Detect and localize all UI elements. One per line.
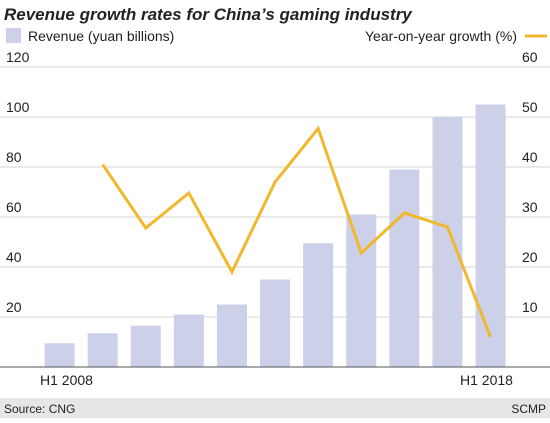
revenue-bar (217, 305, 247, 368)
revenue-bar (476, 105, 506, 368)
legend-label-growth: Year-on-year growth (%) (365, 28, 517, 44)
revenue-bar (45, 343, 75, 367)
revenue-bar (88, 333, 118, 367)
y-tick-right: 30 (522, 199, 538, 215)
y-tick-right: 60 (522, 49, 538, 65)
y-tick-left: 40 (6, 249, 22, 265)
y-tick-left: 120 (6, 49, 30, 65)
legend-swatch-revenue (6, 28, 21, 43)
y-tick-right: 20 (522, 249, 538, 265)
y-tick-left: 60 (6, 199, 22, 215)
chart-title: Revenue growth rates for China’s gaming … (4, 5, 413, 24)
right-axis-ticks: 10 20 30 40 50 60 (522, 49, 538, 315)
revenue-bar (174, 315, 204, 368)
y-tick-right: 10 (522, 299, 538, 315)
y-tick-left: 100 (6, 99, 30, 115)
y-tick-left: 80 (6, 149, 22, 165)
legend-label-revenue: Revenue (yuan billions) (28, 28, 174, 44)
footer-band (0, 398, 550, 418)
revenue-bar (432, 117, 462, 367)
left-axis-ticks: 20 40 60 80 100 120 (6, 49, 30, 315)
revenue-bar (346, 215, 376, 368)
source-note: Source: CNG (4, 402, 75, 416)
x-tick-first: H1 2008 (40, 372, 93, 388)
credit-note: SCMP (511, 402, 546, 416)
growth-line-layer (103, 128, 491, 337)
y-tick-right: 50 (522, 99, 538, 115)
y-tick-right: 40 (522, 149, 538, 165)
x-tick-last: H1 2018 (460, 372, 513, 388)
revenue-bar (303, 243, 333, 367)
revenue-bar (131, 326, 161, 367)
revenue-bar (389, 170, 419, 368)
growth-line (103, 129, 491, 338)
y-tick-left: 20 (6, 299, 22, 315)
revenue-bar (260, 280, 290, 368)
revenue-bars (45, 105, 506, 368)
